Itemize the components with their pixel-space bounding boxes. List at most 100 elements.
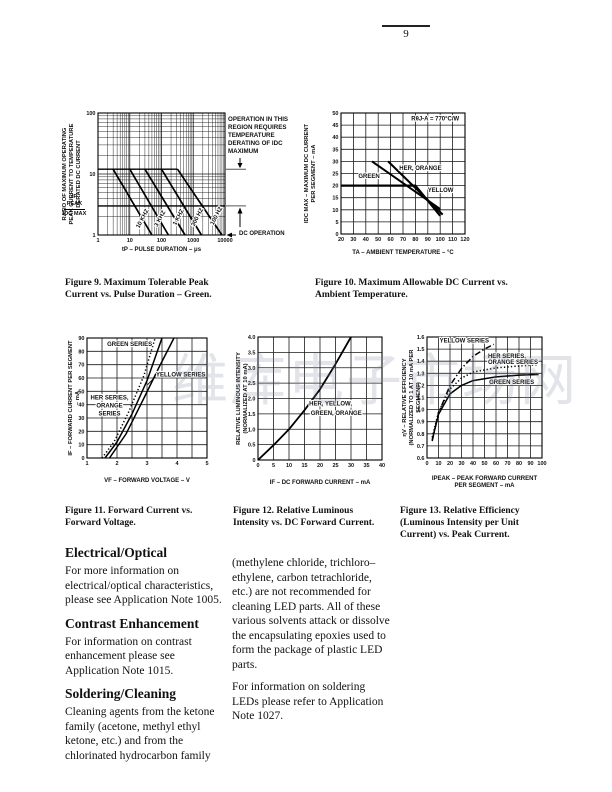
y-tick-label: 1.4	[417, 359, 426, 365]
fig12-x-axis-title: IF – DC FORWARD CURRENT – mA	[269, 480, 371, 486]
curve-label: GREEN SERIES	[489, 380, 534, 386]
x-tick-label: 5	[272, 463, 275, 469]
section-body-soldering-note: For information on soldering LEDs please…	[232, 681, 384, 722]
text-column-right: (methylene chloride, trichloro– ethylene…	[232, 556, 394, 732]
x-tick-label: 10	[127, 238, 133, 244]
fig9-y-axis-ratio-label: IP PEAK IDC MAX	[61, 194, 88, 218]
figure-10: IDC MAX – MAXIMUM DC CURRENT PER SEGMENT…	[300, 100, 570, 270]
x-tick-label: 80	[516, 461, 522, 467]
x-tick-label: 30	[350, 237, 356, 243]
fig13-chart: 0 10 20 30 40 50 60 70 80 90 100 0.6 0.7 0.8 0.9 1.0 1.1…	[417, 335, 547, 467]
grid	[86, 337, 208, 459]
y-tick-label: 0.7	[417, 444, 425, 450]
section-body-contrast-enhancement: For information on contrast enhancement …	[65, 635, 192, 677]
left-arrow-icon	[226, 232, 232, 238]
y-tick-label: 30	[78, 416, 84, 422]
fig10-chart: 20 30 40 50 60 70 80 90 100 110 120 0 5 10 15 20 25 30 35 4…	[332, 111, 469, 243]
axis-ticks: 0 10 20 30 40 50 60 70 80 90 100 0.6 0.7 0.8 0.9 1.0 1.1…	[417, 335, 547, 467]
fig11-x-axis-title: VF – FORWARD VOLTAGE – V	[104, 478, 190, 484]
plot-border	[340, 112, 466, 235]
x-tick-label: 10000	[217, 238, 232, 244]
x-tick-label: 70	[400, 237, 406, 243]
axis-ticks: 1 10 100 1000 10000 1 10 100	[86, 111, 232, 244]
y-tick-label: 45	[332, 123, 338, 129]
curve-label: HER SERIES,	[90, 395, 128, 401]
y-tick-label: 60	[78, 376, 84, 382]
y-tick-label: 20	[78, 429, 84, 435]
curve-labels: HER, YELLOW, GREEN, ORANGE	[308, 400, 363, 418]
y-tick-label: 0	[81, 456, 84, 462]
series-her-orange-series	[431, 364, 539, 438]
y-tick-label: 1.0	[248, 427, 256, 433]
x-tick-label: 1000	[187, 238, 199, 244]
y-tick-label: 80	[78, 349, 84, 355]
text-column-left: Electrical/Optical For more information …	[65, 545, 237, 771]
series	[257, 336, 352, 461]
x-tick-label: 40	[379, 463, 385, 469]
x-tick-label: 90	[425, 237, 431, 243]
y-tick-label: 10	[78, 443, 84, 449]
series-yellow-series	[108, 337, 175, 459]
x-tick-label: 40	[363, 237, 369, 243]
figure-9: RATIO OF MAXIMUM OPERATING PEAK CURRENT …	[60, 100, 322, 270]
fig9-dc-note: DC OPERATION	[239, 231, 285, 237]
x-tick-label: 0	[425, 461, 428, 467]
section-heading-contrast-enhancement: Contrast Enhancement	[65, 615, 199, 631]
plot-border	[97, 112, 226, 236]
x-tick-label: 40	[470, 461, 476, 467]
figure-12: RELATIVE LUMINOUS INTENSITY (NORMALIZED …	[230, 330, 405, 498]
curve-label: YELLOW SERIES	[156, 373, 205, 379]
section-body-solvents: (methylene chloride, trichloro– ethylene…	[232, 557, 390, 671]
x-tick-label: 1	[85, 461, 88, 467]
fig10-x-axis-title: TA – AMBIENT TEMPERATURE – °C	[352, 250, 454, 256]
series-her-yellow-green-orange	[257, 336, 352, 461]
y-tick-label: 10	[89, 172, 95, 178]
fig9-ratio-denominator: IDC MAX	[62, 211, 87, 217]
x-tick-label: 2	[115, 461, 118, 467]
x-tick-label: 100	[537, 461, 546, 467]
curve-label: YELLOW	[428, 188, 454, 194]
series-100-hz	[176, 168, 223, 236]
fig9-derating-arrows	[226, 158, 246, 238]
x-tick-label: 10	[286, 463, 292, 469]
series-green-series	[104, 337, 163, 459]
fig13-caption: Figure 13. Relative Efficiency (Luminous…	[400, 506, 520, 540]
series-300-hz	[160, 168, 203, 236]
curve-label: SERIES	[98, 411, 120, 417]
y-tick-label: 1.1	[417, 396, 425, 402]
y-tick-label: 35	[332, 147, 338, 153]
y-tick-label: 1.3	[417, 371, 425, 377]
y-tick-label: 20	[332, 184, 338, 190]
figure-13: ηV – RELATIVE EFFICIENCY (NORMALIZED TO …	[398, 330, 573, 498]
curve-label: HER, YELLOW,	[309, 401, 352, 407]
y-tick-label: 25	[332, 172, 338, 178]
series	[341, 160, 444, 217]
y-tick-label: 0.6	[417, 456, 425, 462]
series	[431, 343, 539, 442]
series-yellow	[387, 160, 444, 216]
curve-label: YELLOW SERIES	[440, 338, 489, 344]
curve-label: ORANGE SERIES	[488, 360, 538, 366]
y-tick-label: 3.5	[248, 350, 256, 356]
series-10-khz	[112, 168, 153, 236]
plot-border	[426, 336, 543, 459]
y-tick-label: 0	[335, 232, 338, 238]
x-tick-label: 60	[493, 461, 499, 467]
fig10-y-axis-title: IDC MAX – MAXIMUM DC CURRENT PER SEGMENT…	[304, 123, 317, 224]
curve-labels: YELLOW SERIES HER SERIES,ORANGE SERIES GRE…	[439, 337, 540, 387]
fig9-x-axis-title: tP – PULSE DURATION – μs	[121, 247, 202, 253]
y-tick-label: 0	[252, 458, 255, 464]
x-tick-label: 80	[412, 237, 418, 243]
fig9-region-note: OPERATION IN THIS REGION REQUIRES TEMPER…	[228, 116, 289, 155]
leader-line	[147, 376, 156, 385]
series-3-khz	[129, 168, 170, 236]
y-tick-label: 50	[332, 111, 338, 117]
fig11-caption: Figure 11. Forward Current vs. Forward V…	[65, 506, 193, 528]
x-tick-label: 120	[460, 237, 469, 243]
x-tick-label: 20	[317, 463, 323, 469]
y-tick-label: 30	[332, 159, 338, 165]
